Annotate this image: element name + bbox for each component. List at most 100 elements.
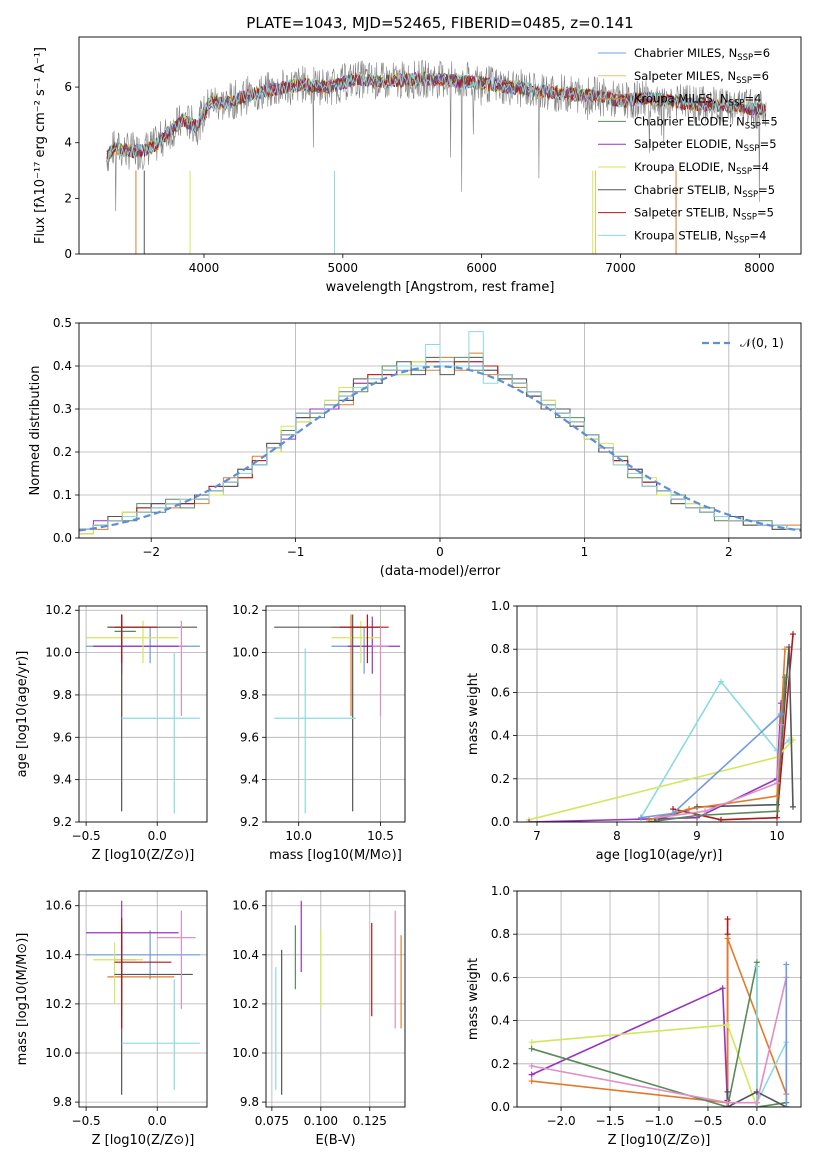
y-tick-label: 10.4	[45, 948, 72, 962]
x-tick-label: 8000	[744, 261, 775, 275]
x-axis-label: (data-model)/error	[380, 564, 501, 579]
y-tick-label: 0.0	[491, 815, 510, 829]
weight-marker	[724, 1021, 731, 1028]
x-tick-label: −0.5	[693, 1114, 722, 1128]
x-axis-label: Z [log10(Z/Z⊙)]	[92, 848, 195, 863]
panel-massweight_vs_age: 7 8 9 10 0.0 0.2 0.4 0.6 0.8 1.0 age [log10(age/yr…	[466, 599, 802, 863]
model-spectrum	[106, 70, 766, 163]
x-tick-label: 10	[769, 829, 784, 843]
x-tick-label: −1	[287, 545, 305, 559]
y-tick-label: 0.4	[491, 1014, 510, 1028]
weight-marker	[724, 1099, 731, 1106]
x-tick-label: 7000	[605, 261, 636, 275]
y-axis-label: age [log10(age/yr)]	[15, 651, 30, 778]
weight-marker	[654, 814, 660, 821]
x-tick-label: −2	[142, 545, 160, 559]
x-axis-label: mass [log10(M/M⊙)]	[269, 848, 402, 863]
y-tick-label: 10.0	[232, 1046, 259, 1060]
axes-frame	[78, 890, 208, 1108]
legend-entry: Salpeter ELODIE, NSSP=5	[634, 137, 777, 154]
y-tick-label: 0.2	[53, 445, 72, 459]
weight-marker	[528, 1045, 535, 1052]
y-tick-label: 6	[64, 80, 72, 94]
x-tick-label: 0.0	[148, 1114, 167, 1128]
y-tick-label: 0.2	[491, 1057, 510, 1071]
weight-marker	[774, 780, 780, 787]
x-tick-label: −0.5	[72, 1114, 101, 1128]
y-tick-label: 0.8	[491, 927, 510, 941]
legend-entry: Chabrier ELODIE, NSSP=5	[634, 114, 778, 131]
x-tick-label: 0.125	[353, 1114, 387, 1128]
gaussian-curve	[79, 365, 801, 532]
x-tick-label: 9	[693, 829, 701, 843]
legend-entry: Chabrier MILES, NSSP=6	[634, 46, 770, 63]
y-tick-label: 4	[64, 136, 72, 150]
y-axis-label: mass weight	[466, 673, 481, 755]
y-tick-label: 10.2	[232, 997, 259, 1011]
weight-marker	[783, 1104, 790, 1107]
y-axis-label: mass weight	[466, 958, 481, 1040]
y-tick-label: 0.6	[491, 970, 510, 984]
weight-marker	[719, 985, 726, 992]
y-tick-label: 0	[64, 247, 72, 261]
weight-marker	[783, 961, 790, 968]
y-tick-label: 1.0	[491, 884, 510, 898]
weight-marker	[686, 806, 692, 813]
axes-frame	[265, 890, 406, 1108]
weight-marker	[528, 1062, 535, 1069]
y-tick-label: 9.8	[240, 688, 259, 702]
weight-series	[656, 646, 794, 821]
weight-marker	[528, 1071, 535, 1078]
y-tick-label: 10.6	[45, 899, 72, 913]
y-tick-label: 0.3	[53, 402, 72, 416]
y-tick-label: 0.8	[491, 642, 510, 656]
y-tick-label: 9.6	[240, 730, 259, 744]
axes-frame	[78, 322, 802, 539]
y-axis-label: mass [log10(M/M⊙)]	[15, 933, 30, 1066]
weight-marker	[718, 678, 724, 685]
y-tick-label: 10.4	[232, 948, 259, 962]
weight-marker	[702, 808, 708, 815]
weight-series	[648, 677, 786, 822]
y-tick-label: 0.4	[53, 359, 72, 373]
x-tick-label: −0.5	[72, 829, 101, 843]
y-tick-label: 0.0	[491, 1100, 510, 1114]
weight-marker	[724, 916, 731, 923]
y-tick-label: 9.8	[53, 688, 72, 702]
y-tick-label: 0.4	[491, 729, 510, 743]
y-tick-label: 9.4	[53, 773, 72, 787]
y-tick-label: 0.6	[491, 685, 510, 699]
x-axis-label: Z [log10(Z/Z⊙)]	[608, 1133, 711, 1148]
y-tick-label: 10.0	[232, 646, 259, 660]
histogram-series	[79, 331, 801, 538]
x-tick-label: 4000	[189, 261, 220, 275]
weight-series	[656, 724, 782, 819]
weight-marker	[790, 803, 796, 810]
y-tick-label: 0.1	[53, 488, 72, 502]
y-tick-label: 9.8	[240, 1095, 259, 1109]
x-axis-label: E(B-V)	[315, 1133, 355, 1148]
y-tick-label: 10.0	[45, 646, 72, 660]
y-tick-label: 1.0	[491, 599, 510, 613]
x-tick-label: −1.5	[595, 1114, 624, 1128]
panel-age_vs_Z: −0.5 0.0 9.2 9.4 9.6 9.8 10.0 10.2 Z [log10(Z/Z⊙…	[15, 603, 208, 863]
weight-marker	[782, 646, 788, 653]
weight-marker	[790, 631, 796, 638]
y-tick-label: 0.0	[53, 531, 72, 545]
axes-frame	[78, 36, 802, 255]
y-tick-label: 9.4	[240, 773, 259, 787]
y-axis-label: Normed distribution	[28, 366, 43, 496]
y-tick-label: 10.2	[45, 603, 72, 617]
panel-mass_vs_Z: −0.5 0.0 9.8 10.0 10.2 10.4 10.6 Z [log10(Z/Z⊙)…	[15, 890, 208, 1148]
weight-marker	[694, 812, 700, 819]
weight-series	[531, 986, 758, 1107]
weight-marker	[753, 963, 760, 970]
weight-series	[672, 634, 794, 821]
panel-age_vs_mass: 10.0 10.5 9.2 9.4 9.6 9.8 10.0 10.2 mass [log10(…	[232, 603, 406, 863]
weight-marker	[778, 711, 784, 717]
weight-series	[726, 1091, 787, 1107]
x-tick-label: 10.5	[367, 829, 394, 843]
panel-spectrum: 4000 5000 6000 7000 8000 0 2 4 6 wavelength [Angs…	[33, 36, 802, 295]
weight-series	[528, 692, 786, 822]
